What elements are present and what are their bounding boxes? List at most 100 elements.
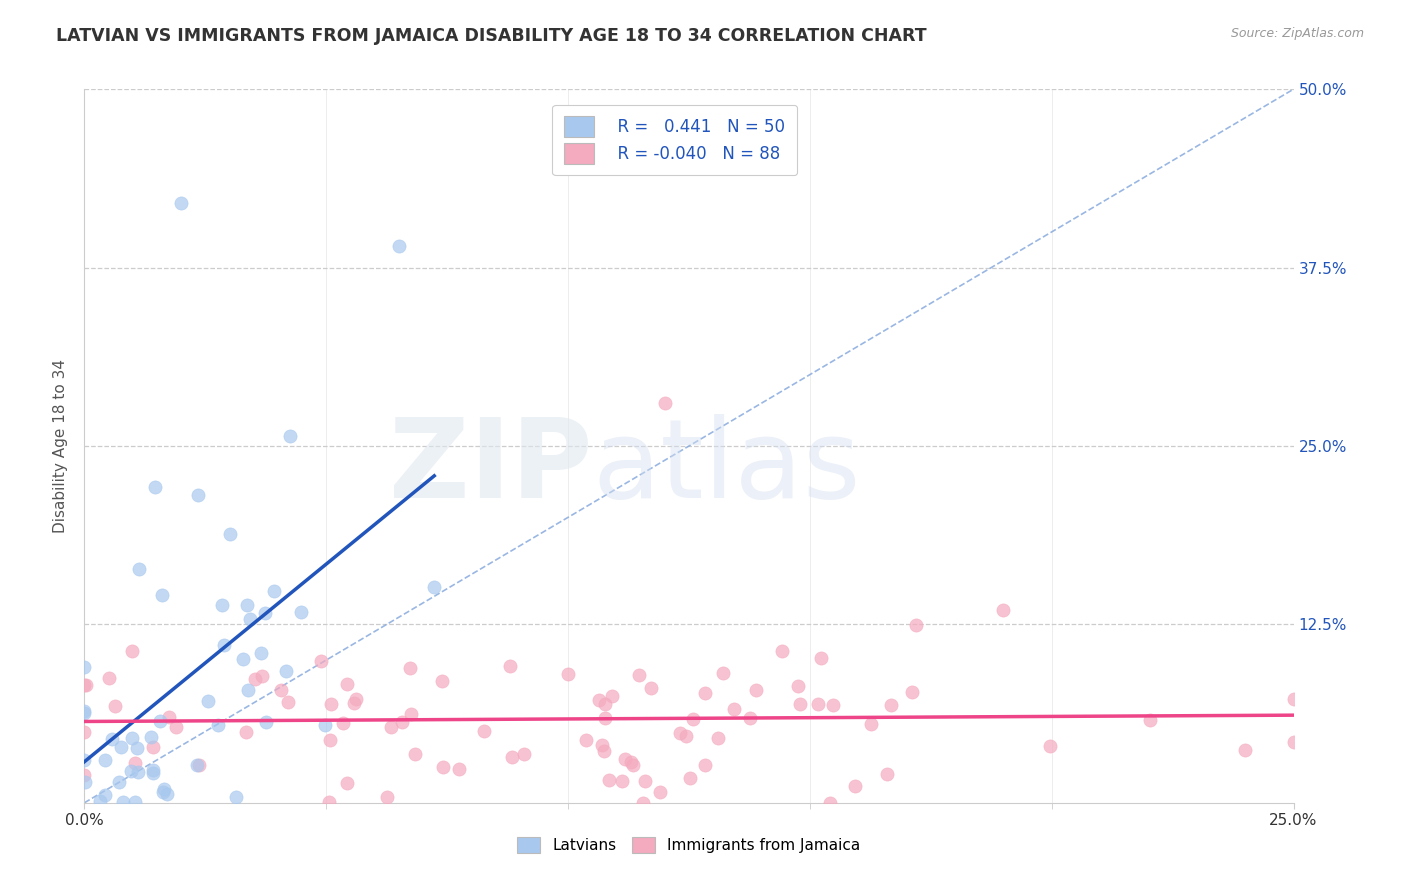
Point	[332, 715, 354, 730]
Point	[243, 673, 266, 687]
Point	[449, 763, 471, 777]
Legend: Latvians, Immigrants from Jamaica: Latvians, Immigrants from Jamaica	[512, 830, 866, 859]
Point	[789, 697, 811, 711]
Point	[235, 724, 257, 739]
Point	[73, 706, 96, 720]
Point	[207, 717, 229, 731]
Point	[432, 760, 454, 774]
Point	[723, 702, 745, 716]
Point	[110, 740, 132, 755]
Point	[1282, 735, 1305, 749]
Point	[278, 429, 301, 443]
Point	[197, 694, 219, 708]
Point	[104, 698, 127, 713]
Point	[232, 651, 254, 665]
Point	[499, 658, 522, 673]
Point	[679, 772, 702, 786]
Point	[738, 711, 761, 725]
Point	[682, 712, 704, 726]
Point	[391, 714, 413, 729]
Point	[73, 768, 96, 782]
Point	[595, 697, 617, 711]
Point	[186, 758, 208, 772]
Point	[1233, 743, 1256, 757]
Point	[375, 790, 398, 805]
Point	[124, 795, 146, 809]
Point	[336, 776, 359, 790]
Point	[513, 747, 536, 761]
Point	[319, 697, 342, 711]
Point	[472, 723, 495, 738]
Point	[120, 764, 142, 779]
Text: Source: ZipAtlas.com: Source: ZipAtlas.com	[1230, 27, 1364, 40]
Point	[905, 618, 928, 632]
Point	[165, 720, 187, 734]
Point	[993, 603, 1015, 617]
Point	[107, 775, 129, 789]
Point	[654, 396, 676, 410]
Point	[380, 720, 402, 734]
Point	[254, 715, 277, 730]
Point	[156, 787, 179, 801]
Point	[149, 714, 172, 729]
Point	[620, 755, 643, 769]
Point	[668, 726, 690, 740]
Point	[344, 692, 367, 706]
Point	[270, 682, 292, 697]
Point	[787, 679, 810, 693]
Point	[633, 774, 655, 789]
Point	[187, 758, 209, 772]
Point	[111, 795, 134, 809]
Point	[640, 681, 662, 695]
Point	[859, 717, 882, 731]
Point	[314, 717, 336, 731]
Point	[807, 697, 830, 711]
Point	[152, 785, 174, 799]
Point	[263, 584, 285, 599]
Point	[274, 665, 297, 679]
Point	[575, 733, 598, 747]
Point	[142, 739, 165, 754]
Point	[501, 750, 523, 764]
Point	[343, 696, 366, 710]
Point	[212, 638, 235, 652]
Y-axis label: Disability Age 18 to 34: Disability Age 18 to 34	[53, 359, 69, 533]
Point	[430, 674, 453, 689]
Point	[100, 732, 122, 747]
Point	[693, 757, 716, 772]
Point	[588, 693, 610, 707]
Point	[901, 684, 924, 698]
Point	[73, 753, 96, 767]
Point	[675, 729, 697, 743]
Point	[823, 698, 845, 713]
Point	[73, 725, 96, 739]
Point	[142, 765, 165, 780]
Point	[650, 785, 672, 799]
Point	[254, 606, 277, 620]
Point	[73, 774, 96, 789]
Point	[404, 747, 426, 761]
Point	[876, 766, 898, 780]
Point	[711, 665, 734, 680]
Point	[127, 764, 149, 779]
Point	[93, 789, 115, 803]
Point	[844, 779, 866, 793]
Point	[142, 764, 165, 778]
Point	[1039, 739, 1062, 753]
Point	[1282, 691, 1305, 706]
Point	[1139, 714, 1161, 728]
Point	[239, 612, 262, 626]
Point	[423, 580, 446, 594]
Point	[73, 660, 96, 674]
Point	[250, 669, 273, 683]
Point	[598, 773, 620, 788]
Point	[818, 796, 841, 810]
Point	[124, 756, 146, 771]
Point	[610, 773, 633, 788]
Point	[125, 740, 148, 755]
Point	[121, 731, 143, 745]
Point	[318, 795, 340, 809]
Point	[631, 796, 654, 810]
Point	[73, 705, 96, 719]
Point	[94, 753, 117, 767]
